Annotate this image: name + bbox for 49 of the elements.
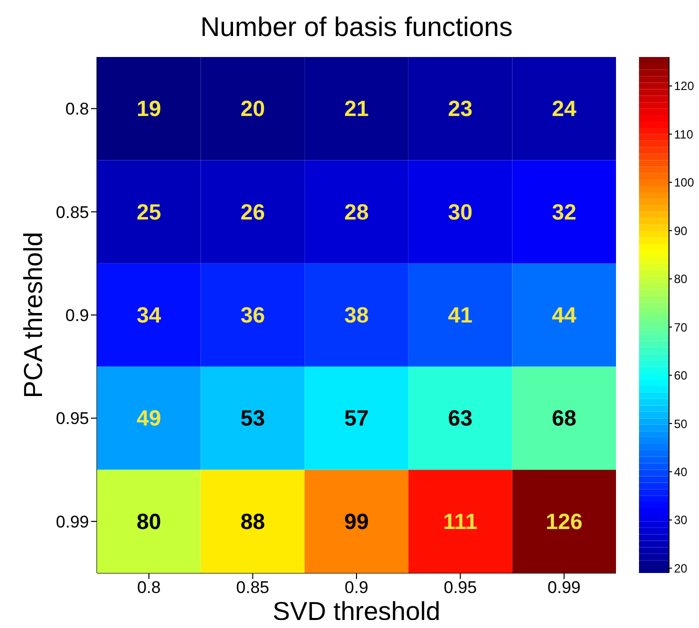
y-tick-label: 0.9 [65,306,89,326]
data-label: 126 [546,508,582,534]
data-label: 68 [552,406,576,431]
data-label: 80 [136,508,162,534]
data-label: 111 [443,508,478,534]
x-tick-label: 0.95 [444,578,477,598]
data-label: 49 [136,406,162,431]
data-label: 34 [136,302,162,328]
x-tick-label: 0.99 [548,578,581,598]
color-bar-label: 60 [674,368,688,383]
x-tick-label: 0.8 [137,578,161,598]
color-bar-label: 120 [674,79,694,94]
data-label: 21 [344,96,369,122]
data-label: 20 [240,96,265,122]
x-tick-label: 0.9 [344,578,368,598]
data-label: 25 [136,199,162,224]
color-bar-label: 20 [674,561,688,576]
color-bar-label: 100 [674,176,694,190]
y-tick-label: 0.99 [56,512,89,532]
color-bar-label: 110 [674,127,694,142]
color-bar-label: 70 [674,320,688,334]
data-label: 28 [344,199,369,224]
y-tick-label: 0.95 [56,409,89,428]
data-label: 41 [448,302,473,328]
data-label: 36 [240,302,265,328]
chart-title: Number of basis functions [199,12,514,43]
data-label: 26 [240,199,265,224]
color-bar-label: 50 [674,416,688,431]
data-label: 24 [552,96,578,122]
y-axis-title: PCA threshold [18,232,48,398]
data-label: 57 [344,406,369,431]
data-label: 53 [240,406,265,431]
color-bar-label: 30 [674,513,688,528]
data-label: 88 [240,508,265,534]
data-label: 30 [448,199,473,224]
y-tick-label: 0.85 [56,202,89,222]
color-bar-label: 80 [674,272,688,286]
data-label: 99 [344,508,369,534]
color-bar-label: 40 [674,464,688,479]
data-label: 23 [448,96,473,122]
x-tick-label: 0.85 [236,578,270,598]
y-tick-label: 0.8 [65,100,89,119]
data-label: 44 [552,302,578,328]
x-axis-title: SVD threshold [272,596,440,626]
data-label: 19 [136,96,162,122]
data-label: 32 [552,199,576,224]
data-label: 38 [344,302,369,328]
data-label: 63 [448,406,473,431]
color-bar-label: 90 [674,224,688,238]
